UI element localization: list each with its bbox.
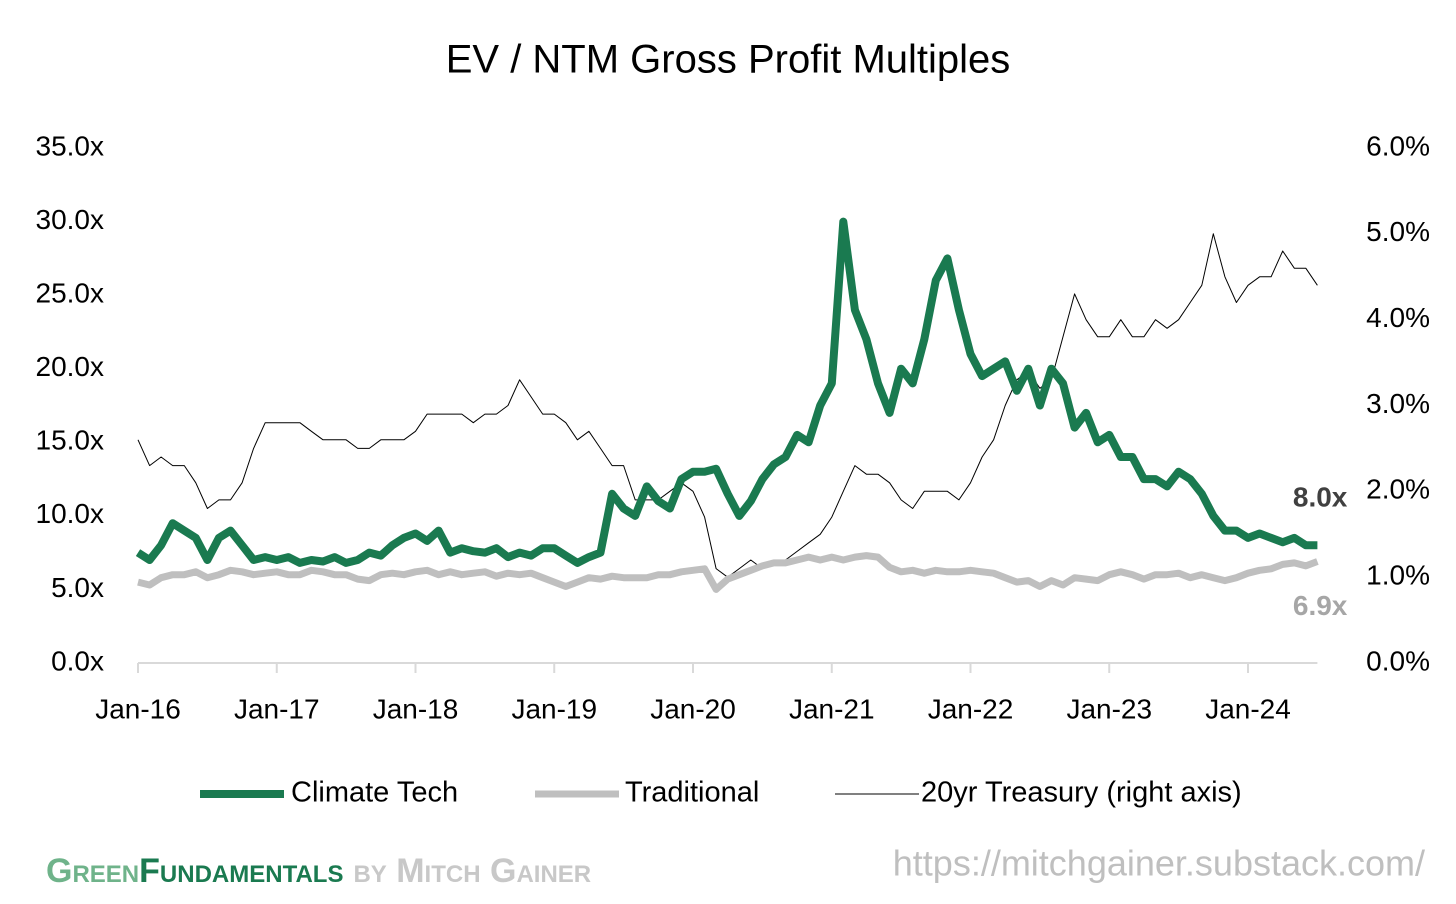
series-line (137, 233, 1318, 578)
data-label: 6.9x (1293, 590, 1348, 621)
y-tick-label: 35.0x (36, 130, 105, 161)
y-tick-label: 5.0x (51, 572, 104, 603)
y2-tick-label: 2.0% (1366, 474, 1430, 505)
footer-url: https://mitchgainer.substack.com/ (893, 843, 1425, 884)
y-tick-label: 15.0x (36, 425, 105, 456)
x-tick-label: Jan-22 (928, 693, 1014, 724)
brand-byline: by Mitch Gainer (353, 852, 591, 890)
y-tick-label: 20.0x (36, 351, 105, 382)
x-tick-label: Jan-21 (789, 693, 875, 724)
legend-label: 20yr Treasury (right axis) (921, 777, 1242, 809)
y-tick-label: 25.0x (36, 278, 105, 309)
data-label: 8.0x (1293, 482, 1348, 513)
x-tick-label: Jan-18 (373, 693, 459, 724)
y-tick-label: 10.0x (36, 498, 105, 529)
y2-tick-label: 0.0% (1366, 645, 1430, 676)
footer-brand: GreenFundamentals by Mitch Gainer (46, 852, 591, 890)
x-tick-label: Jan-16 (95, 693, 181, 724)
y2-tick-label: 3.0% (1366, 388, 1430, 419)
legend-label: Climate Tech (291, 777, 458, 809)
y2-tick-label: 1.0% (1366, 560, 1430, 591)
brand-dark: Fundamentals (139, 852, 343, 890)
y2-tick-label: 4.0% (1366, 302, 1430, 333)
x-tick-label: Jan-20 (650, 693, 736, 724)
y-tick-label: 30.0x (36, 204, 105, 235)
y2-tick-label: 6.0% (1366, 130, 1430, 161)
y-tick-label: 0.0x (51, 645, 104, 676)
series-line (135, 217, 1318, 567)
x-tick-label: Jan-23 (1066, 693, 1152, 724)
x-tick-label: Jan-19 (511, 693, 597, 724)
series-line (137, 552, 1319, 593)
legend-label: Traditional (625, 777, 759, 809)
y2-tick-label: 5.0% (1366, 216, 1430, 247)
x-tick-label: Jan-24 (1205, 693, 1291, 724)
chart-title: EV / NTM Gross Profit Multiples (446, 38, 1011, 82)
brand-light: Green (46, 852, 139, 890)
x-tick-label: Jan-17 (234, 693, 320, 724)
